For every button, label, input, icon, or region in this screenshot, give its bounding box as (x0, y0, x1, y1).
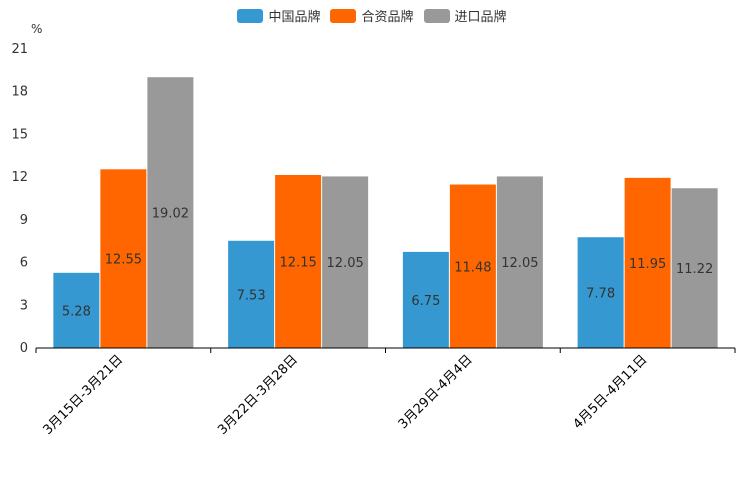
data-label: 5.28 (62, 304, 91, 319)
bar (147, 77, 194, 348)
legend-item-china[interactable]: 中国品牌 (237, 6, 320, 25)
legend-label-imported: 进口品牌 (454, 10, 507, 25)
bar (402, 251, 449, 348)
legend-item-joint-venture[interactable]: 合资品牌 (330, 6, 414, 25)
data-label: 6.75 (411, 294, 440, 309)
data-label: 7.53 (237, 288, 266, 303)
bar (275, 175, 322, 348)
x-tick-label: 3月29日-4月4日 (396, 352, 476, 432)
bar (53, 272, 100, 348)
legend-swatch-china (237, 8, 264, 23)
y-tick-label: 3 (20, 298, 28, 313)
data-label: 12.15 (280, 256, 317, 271)
y-tick-label: 15 (11, 127, 28, 142)
y-tick-label: 18 (11, 85, 28, 100)
x-tick-label: 3月22日-3月28日 (215, 352, 301, 438)
y-tick-label: 6 (20, 256, 28, 271)
bar (496, 176, 543, 348)
x-tick-label: 4月5日-4月11日 (571, 352, 651, 432)
legend-item-imported[interactable]: 进口品牌 (423, 6, 507, 25)
data-label: 11.22 (676, 262, 713, 277)
y-tick-label: 21 (11, 42, 28, 57)
y-axis-unit-label: % (31, 22, 43, 36)
legend-label-china: 中国品牌 (268, 10, 321, 25)
x-tick-label: 3月15日-3月21日 (40, 352, 126, 438)
bar (100, 169, 147, 348)
data-label: 12.05 (327, 256, 364, 271)
data-label: 12.55 (105, 253, 142, 268)
legend-swatch-joint-venture (330, 8, 357, 23)
data-label: 11.95 (629, 257, 666, 272)
bar (577, 237, 624, 348)
data-label: 7.78 (586, 287, 615, 302)
data-label: 19.02 (152, 207, 189, 222)
bar (671, 188, 718, 348)
bar (228, 240, 275, 348)
y-tick-label: 0 (20, 341, 28, 356)
legend-label-joint-venture: 合资品牌 (361, 10, 414, 25)
data-label: 11.48 (454, 260, 491, 275)
y-tick-label: 9 (20, 213, 28, 228)
legend-swatch-imported (423, 8, 450, 23)
bar (322, 176, 369, 348)
y-tick-label: 12 (11, 170, 28, 185)
bar (449, 184, 496, 348)
bar (624, 177, 671, 348)
data-label: 12.05 (501, 256, 538, 271)
legend: 中国品牌 合资品牌 进口品牌 (0, 6, 744, 25)
